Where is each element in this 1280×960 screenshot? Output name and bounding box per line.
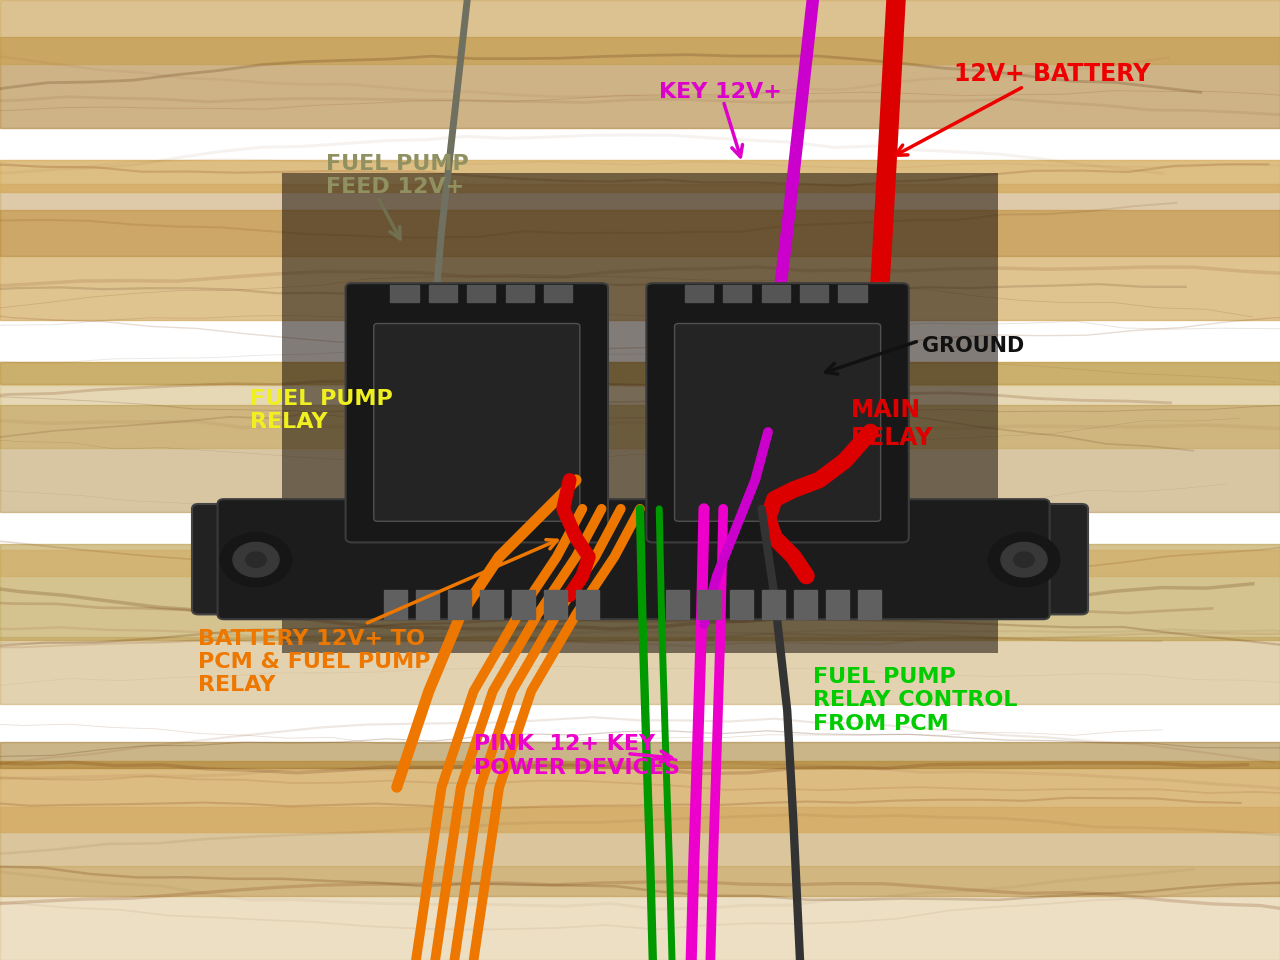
FancyBboxPatch shape <box>374 324 580 521</box>
Bar <box>0 36 1280 128</box>
Bar <box>0 550 1280 576</box>
Text: BATTERY 12V+ TO
PCM & FUEL PUMP
RELAY: BATTERY 12V+ TO PCM & FUEL PUMP RELAY <box>198 629 431 695</box>
Bar <box>762 285 790 302</box>
Text: FUEL PUMP
RELAY CONTROL
FROM PCM: FUEL PUMP RELAY CONTROL FROM PCM <box>813 667 1018 733</box>
Bar <box>429 285 457 302</box>
FancyBboxPatch shape <box>346 283 608 542</box>
Bar <box>0 385 1280 448</box>
Text: KEY 12V+: KEY 12V+ <box>659 82 782 102</box>
Text: FUEL PUMP
FEED 12V+: FUEL PUMP FEED 12V+ <box>326 154 470 197</box>
FancyBboxPatch shape <box>675 324 881 521</box>
Bar <box>544 590 567 619</box>
Circle shape <box>220 533 292 587</box>
Bar <box>0 761 1280 832</box>
Bar <box>698 590 721 619</box>
Bar <box>0 184 1280 256</box>
Circle shape <box>246 552 266 567</box>
Circle shape <box>988 533 1060 587</box>
Bar <box>0 363 1280 384</box>
Bar <box>685 285 713 302</box>
Text: 12V+ BATTERY: 12V+ BATTERY <box>954 62 1149 86</box>
Bar <box>0 807 1280 896</box>
Bar <box>826 590 849 619</box>
Bar <box>576 590 599 619</box>
Bar <box>0 636 1280 704</box>
Bar <box>730 590 753 619</box>
FancyBboxPatch shape <box>646 283 909 542</box>
Bar <box>838 285 867 302</box>
FancyBboxPatch shape <box>218 499 1050 619</box>
Bar <box>384 590 407 619</box>
Text: PINK  12+ KEY
POWER DEVICES: PINK 12+ KEY POWER DEVICES <box>474 734 680 778</box>
Bar <box>467 285 495 302</box>
Bar <box>0 209 1280 320</box>
Text: GROUND: GROUND <box>922 336 1024 356</box>
Bar <box>858 590 881 619</box>
Bar <box>0 0 1280 64</box>
Bar <box>506 285 534 302</box>
Text: FUEL PUMP
RELAY: FUEL PUMP RELAY <box>250 389 393 432</box>
Bar <box>448 590 471 619</box>
Bar <box>762 590 785 619</box>
FancyBboxPatch shape <box>960 504 1088 614</box>
Circle shape <box>1001 542 1047 577</box>
Bar <box>0 160 1280 192</box>
Bar <box>544 285 572 302</box>
Bar <box>800 285 828 302</box>
Bar <box>0 543 1280 640</box>
Bar <box>0 405 1280 512</box>
Bar <box>416 590 439 619</box>
Bar <box>0 866 1280 960</box>
Polygon shape <box>282 173 998 653</box>
Circle shape <box>233 542 279 577</box>
Bar <box>723 285 751 302</box>
Bar <box>512 590 535 619</box>
Text: MAIN
RELAY: MAIN RELAY <box>851 398 933 450</box>
Bar <box>390 285 419 302</box>
Bar <box>794 590 817 619</box>
Circle shape <box>1014 552 1034 567</box>
FancyBboxPatch shape <box>192 504 320 614</box>
Bar <box>480 590 503 619</box>
Bar <box>0 742 1280 768</box>
Bar <box>666 590 689 619</box>
